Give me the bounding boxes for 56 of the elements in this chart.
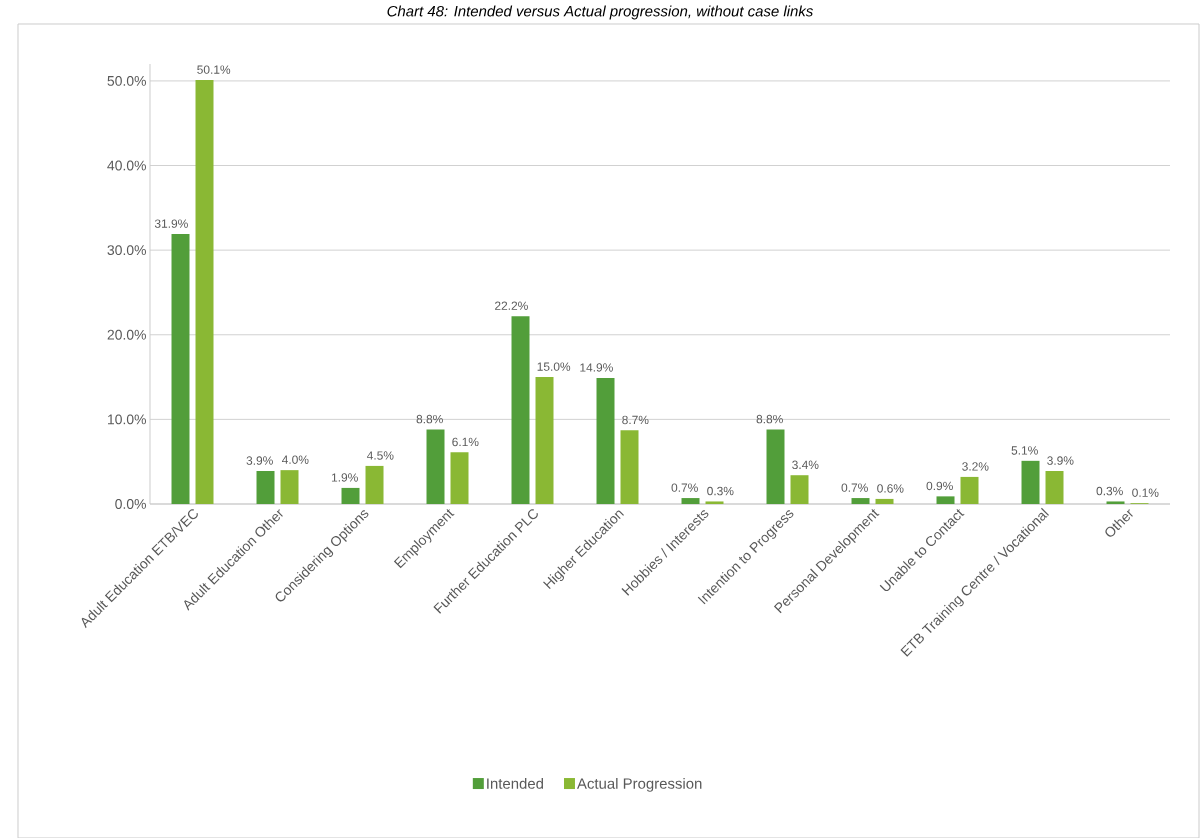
bar xyxy=(1045,470,1064,504)
bar xyxy=(426,429,445,504)
y-tick-label: 40.0% xyxy=(107,160,146,171)
data-label: 14.9% xyxy=(580,363,613,372)
bar xyxy=(256,470,275,504)
bar xyxy=(936,496,955,504)
data-label: 3.9% xyxy=(246,456,273,465)
data-label: 6.1% xyxy=(452,437,479,446)
data-label: 22.2% xyxy=(495,301,528,310)
data-label: 4.5% xyxy=(366,451,394,460)
data-label: 0.9% xyxy=(926,481,953,490)
data-label: 3.4% xyxy=(792,460,819,469)
data-label: 0.7% xyxy=(841,483,868,492)
data-label: 4.0% xyxy=(281,455,309,464)
bar xyxy=(341,487,360,504)
bar xyxy=(705,501,724,504)
data-label: 3.2% xyxy=(962,462,989,471)
bar xyxy=(171,233,190,504)
y-tick-label: 50.0% xyxy=(107,75,146,86)
data-label: 0.3% xyxy=(1096,486,1123,496)
chart-title: Chart 48: Intended versus Actual progression, without case links xyxy=(387,5,813,20)
bar xyxy=(596,377,615,504)
bar xyxy=(875,498,894,504)
bar xyxy=(511,315,530,504)
bar xyxy=(450,452,469,504)
legend-label: Intended xyxy=(487,777,543,789)
y-tick-label: 30.0% xyxy=(107,244,146,255)
data-label: 8.8% xyxy=(756,414,783,424)
data-label: 31.9% xyxy=(154,219,188,228)
bar xyxy=(1021,460,1040,504)
bar xyxy=(960,476,979,504)
data-label: 15.0% xyxy=(537,362,571,371)
bar xyxy=(365,465,384,504)
data-label: 8.8% xyxy=(416,414,443,424)
data-label: 0.7% xyxy=(671,483,698,492)
data-label: 50.1% xyxy=(197,65,231,74)
y-tick-label: 10.0% xyxy=(108,414,146,425)
bar xyxy=(620,430,639,504)
bar xyxy=(790,474,809,504)
data-label: 8.7% xyxy=(622,415,649,424)
data-label: 0.1% xyxy=(1132,488,1159,497)
data-label: 3.9% xyxy=(1047,456,1074,465)
bar xyxy=(195,79,214,504)
y-tick-label: 20.0% xyxy=(107,329,146,340)
y-tick-label: 0.0% xyxy=(115,498,146,509)
bar xyxy=(280,469,299,504)
bar xyxy=(766,429,785,504)
data-label: 0.3% xyxy=(707,486,734,496)
data-label: 1.9% xyxy=(331,473,358,482)
legend-label: Actual Progression xyxy=(576,777,702,792)
bar xyxy=(535,376,554,504)
bar xyxy=(851,497,870,504)
bar xyxy=(1106,501,1125,504)
data-label: 0.6% xyxy=(877,484,904,493)
data-label: 5.1% xyxy=(1011,445,1038,455)
bar xyxy=(681,497,700,504)
